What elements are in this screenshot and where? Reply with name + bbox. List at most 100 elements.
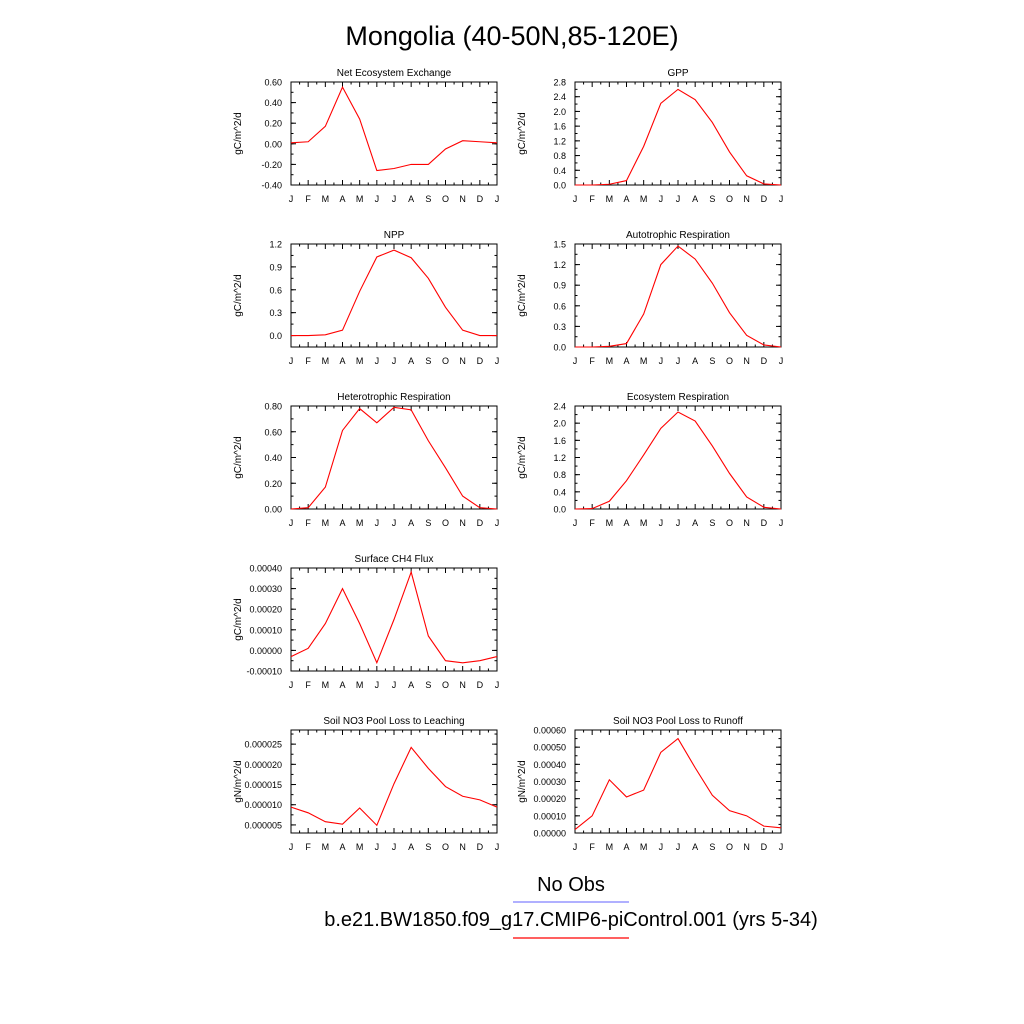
x-tick-label: J bbox=[375, 842, 380, 852]
x-tick-label: J bbox=[573, 518, 578, 528]
x-tick-label: M bbox=[322, 842, 330, 852]
x-tick-label: A bbox=[623, 518, 629, 528]
x-tick-label: J bbox=[392, 842, 397, 852]
y-axis-label: gN/m^2/d bbox=[233, 760, 244, 803]
x-tick-label: S bbox=[425, 842, 431, 852]
x-tick-label: J bbox=[495, 842, 500, 852]
x-tick-label: J bbox=[289, 518, 294, 528]
x-tick-label: J bbox=[659, 356, 664, 366]
x-tick-label: O bbox=[442, 194, 449, 204]
y-tick-label: 0.00010 bbox=[533, 811, 566, 821]
x-tick-label: J bbox=[375, 518, 380, 528]
plot-frame bbox=[574, 81, 782, 186]
y-tick-label: 0.00040 bbox=[533, 760, 566, 770]
chart-panel: Soil NO3 Pool Loss to Leaching gN/m^2/d J F… bbox=[233, 716, 499, 852]
x-tick-label: J bbox=[573, 842, 578, 852]
x-tick-label: A bbox=[339, 356, 345, 366]
x-tick-label: F bbox=[305, 194, 311, 204]
x-tick-label: D bbox=[477, 518, 484, 528]
x-tick-label: N bbox=[743, 518, 750, 528]
x-tick-label: A bbox=[623, 842, 629, 852]
x-tick-label: S bbox=[425, 680, 431, 690]
x-tick-label: J bbox=[779, 194, 784, 204]
x-tick-label: S bbox=[709, 194, 715, 204]
x-tick-label: J bbox=[659, 842, 664, 852]
x-tick-label: S bbox=[425, 518, 431, 528]
y-tick-label: 1.2 bbox=[553, 260, 566, 270]
y-axis-label: gC/m^2/d bbox=[233, 598, 244, 641]
plot-frame bbox=[290, 405, 498, 510]
y-tick-label: 0.00 bbox=[264, 505, 282, 515]
x-tick-label: D bbox=[477, 356, 484, 366]
x-tick-label: F bbox=[589, 518, 595, 528]
x-tick-label: O bbox=[726, 842, 733, 852]
x-tick-label: J bbox=[375, 356, 380, 366]
x-tick-label: J bbox=[289, 194, 294, 204]
x-tick-label: D bbox=[761, 518, 768, 528]
y-tick-label: 0.0 bbox=[553, 505, 566, 515]
series-line bbox=[574, 411, 782, 510]
x-tick-label: D bbox=[477, 680, 484, 690]
y-tick-label: 1.2 bbox=[269, 240, 282, 250]
figure-title: Mongolia (40-50N,85-120E) bbox=[345, 21, 678, 51]
x-tick-label: F bbox=[589, 842, 595, 852]
panel-title: GPP bbox=[667, 68, 688, 79]
y-tick-label: 0.20 bbox=[264, 479, 282, 489]
y-tick-label: 0.3 bbox=[553, 322, 566, 332]
x-tick-label: N bbox=[743, 842, 750, 852]
x-tick-label: J bbox=[573, 356, 578, 366]
y-tick-label: 0.00030 bbox=[533, 777, 566, 787]
x-tick-label: N bbox=[743, 356, 750, 366]
y-axis-label: gC/m^2/d bbox=[233, 274, 244, 317]
x-tick-label: A bbox=[408, 194, 414, 204]
x-tick-label: S bbox=[709, 356, 715, 366]
x-tick-label: A bbox=[408, 518, 414, 528]
x-tick-label: J bbox=[779, 842, 784, 852]
y-tick-label: 1.6 bbox=[553, 122, 566, 132]
y-tick-label: 1.2 bbox=[553, 453, 566, 463]
y-tick-label: 0.00000 bbox=[533, 829, 566, 839]
y-tick-label: 2.8 bbox=[553, 78, 566, 88]
y-tick-label: 0.6 bbox=[269, 285, 282, 295]
y-tick-label: 0.60 bbox=[264, 427, 282, 437]
series-line bbox=[574, 737, 782, 830]
x-tick-label: J bbox=[392, 680, 397, 690]
panel-title: Net Ecosystem Exchange bbox=[337, 68, 452, 79]
x-tick-label: M bbox=[322, 518, 330, 528]
x-tick-label: N bbox=[459, 356, 466, 366]
y-tick-label: 0.4 bbox=[553, 166, 566, 176]
x-tick-label: M bbox=[640, 194, 648, 204]
y-tick-label: 0.0 bbox=[553, 181, 566, 191]
series-line bbox=[291, 249, 497, 337]
plot-frame bbox=[574, 243, 782, 348]
x-tick-label: A bbox=[408, 356, 414, 366]
x-tick-label: S bbox=[425, 194, 431, 204]
x-tick-label: N bbox=[459, 518, 466, 528]
x-tick-label: M bbox=[322, 680, 330, 690]
y-tick-label: 0.9 bbox=[553, 281, 566, 291]
x-tick-label: O bbox=[442, 356, 449, 366]
x-tick-label: F bbox=[305, 518, 311, 528]
y-tick-label: 0.6 bbox=[553, 301, 566, 311]
x-tick-label: J bbox=[676, 194, 681, 204]
y-tick-label: -0.20 bbox=[261, 160, 282, 170]
y-tick-label: 0.0 bbox=[553, 343, 566, 353]
x-tick-label: J bbox=[375, 680, 380, 690]
panel-title: Soil NO3 Pool Loss to Runoff bbox=[613, 716, 743, 727]
y-axis-label: gC/m^2/d bbox=[517, 112, 528, 155]
x-tick-label: M bbox=[606, 356, 614, 366]
y-tick-label: 0.000025 bbox=[244, 740, 282, 750]
x-tick-label: J bbox=[289, 842, 294, 852]
y-axis-label: gN/m^2/d bbox=[517, 760, 528, 803]
x-tick-label: S bbox=[425, 356, 431, 366]
series-line bbox=[290, 570, 498, 665]
x-tick-label: J bbox=[392, 356, 397, 366]
y-tick-label: 0.8 bbox=[553, 151, 566, 161]
y-tick-label: 0.00050 bbox=[533, 743, 566, 753]
y-tick-label: -0.00010 bbox=[246, 667, 282, 677]
x-tick-label: J bbox=[392, 194, 397, 204]
x-tick-label: A bbox=[339, 194, 345, 204]
